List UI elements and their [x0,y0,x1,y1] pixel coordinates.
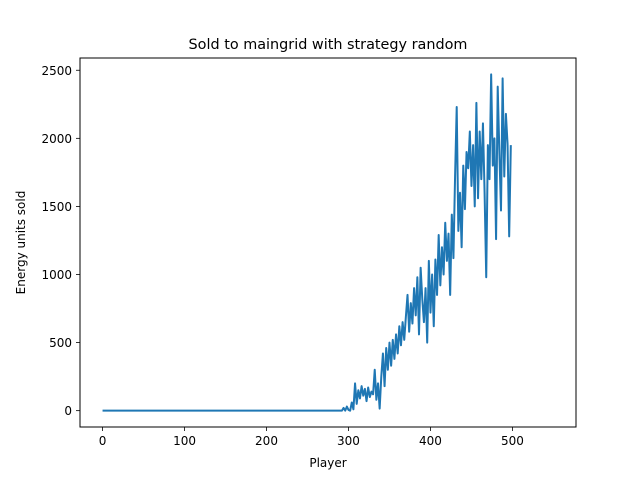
chart-title: Sold to maingrid with strategy random [189,37,468,53]
y-tick-label: 1500 [41,200,72,214]
y-tick-label: 500 [49,336,72,350]
y-tick-label: 1000 [41,268,72,282]
y-tick-label: 2500 [41,64,72,78]
x-tick-label: 500 [501,434,524,448]
y-tick-label: 0 [64,404,72,418]
axis-ticks: 0 100 200 300 400 500 0 500 1000 1500 2000 2500 [41,64,523,448]
plot-area [79,57,577,428]
x-tick-label: 100 [173,434,196,448]
x-tick-label: 400 [419,434,442,448]
y-axis-label: Energy units sold [14,191,28,295]
x-tick-label: 200 [255,434,278,448]
x-axis-label: Player [309,456,346,470]
y-tick-label: 2000 [41,132,72,146]
data-points [102,74,511,411]
x-tick-label: 0 [99,434,107,448]
x-tick-label: 300 [337,434,360,448]
